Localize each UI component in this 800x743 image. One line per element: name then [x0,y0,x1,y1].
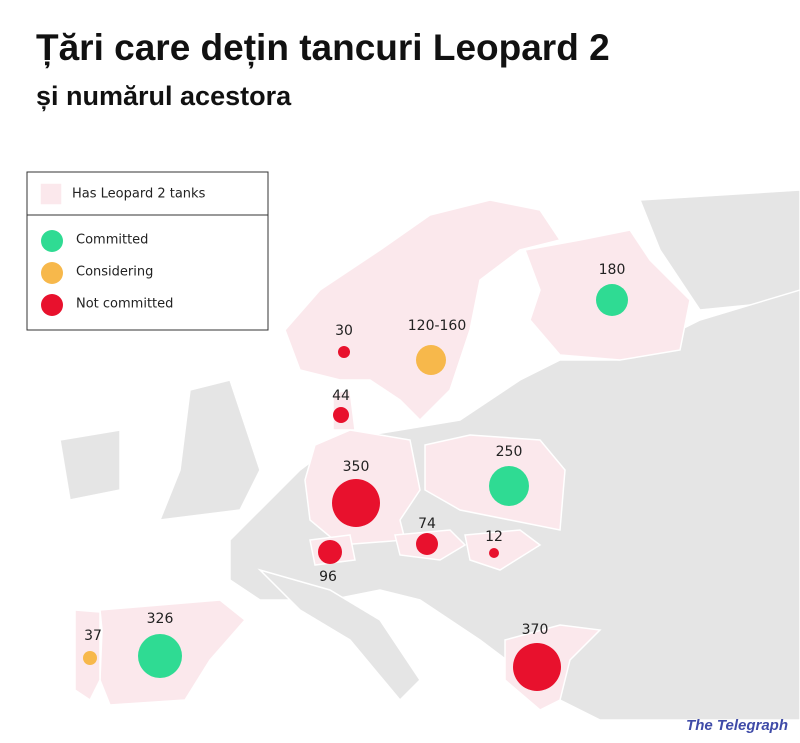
legend-label: Not committed [76,297,173,312]
source: The Telegraph [686,717,788,734]
marker [596,284,628,316]
marker-label: 37 [84,628,102,644]
marker [138,634,182,678]
marker-label: 370 [522,622,549,638]
marker-label: 326 [147,611,174,627]
subtitle: și numărul acestora [36,81,292,111]
marker-label: 44 [332,388,350,404]
marker [489,548,499,558]
marker-label: 12 [485,529,503,545]
marker [416,533,438,555]
legend-label: Considering [76,265,153,280]
marker-label: 350 [343,459,370,475]
legend-swatch [39,182,63,206]
legend-dot [41,230,63,252]
marker [338,346,350,358]
legend-box [26,171,269,331]
legend-label: Has Leopard 2 tanks [72,187,206,202]
marker [83,651,97,665]
marker-label: 30 [335,323,353,339]
marker-label: 180 [599,262,626,278]
legend: Has Leopard 2 tanks Committed Considering… [26,171,269,331]
marker [489,466,529,506]
marker [333,407,349,423]
marker [513,643,561,691]
title: Țări care dețin tancuri Leopard 2 [36,27,610,69]
marker [416,345,446,375]
legend-dot [41,262,63,284]
marker [318,540,342,564]
marker [332,479,380,527]
marker-label: 250 [496,444,523,460]
marker-label: 120-160 [408,318,467,334]
marker-label: 74 [418,516,436,532]
legend-dot [41,294,63,316]
legend-label: Committed [76,233,148,248]
marker-label: 96 [319,569,337,585]
basemap [59,189,800,721]
